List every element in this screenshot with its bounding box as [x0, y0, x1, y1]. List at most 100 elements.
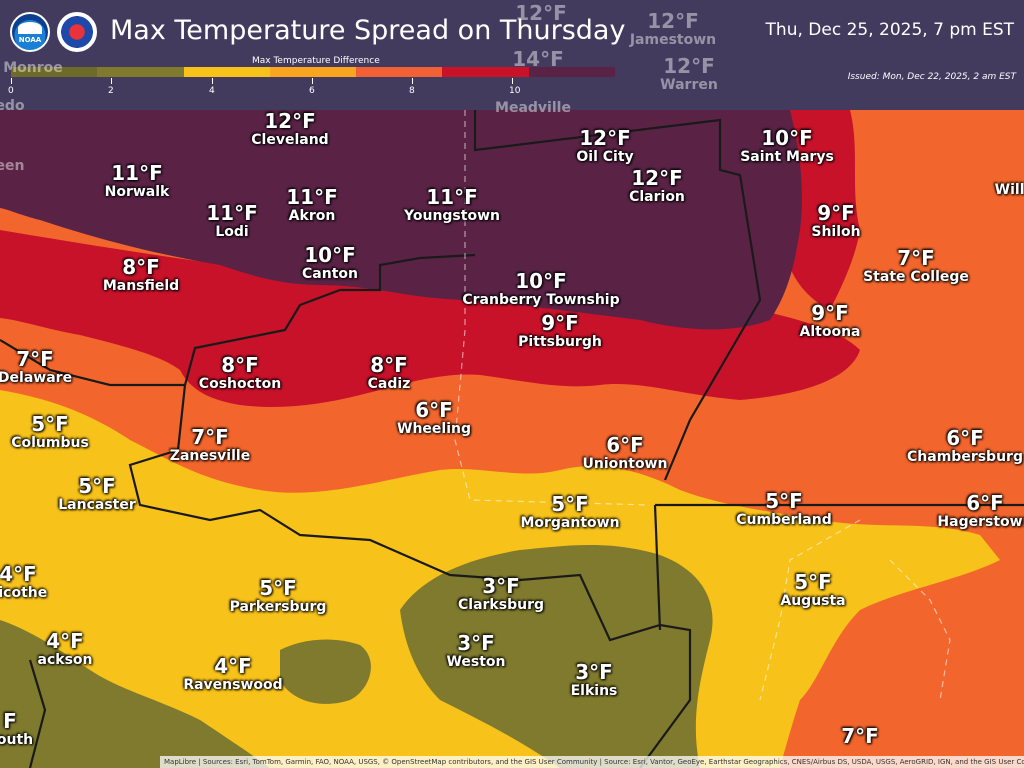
city-label: 6°F Hagerstown — [937, 492, 1024, 530]
city-label: 6°F Chambersburg — [907, 427, 1023, 465]
city-name: Parkersburg — [229, 599, 327, 615]
city-temp-value: 9°F — [541, 311, 579, 335]
city-name: Clarksburg — [458, 597, 544, 613]
city-temp-value: 5°F — [31, 412, 69, 436]
legend-title: Max Temperature Difference — [252, 56, 380, 66]
city-label: 8°F Cadiz — [368, 354, 411, 392]
city-temp-value: 9°F — [811, 301, 849, 325]
city-name: nouth — [0, 732, 34, 748]
city-label: 12°F Cleveland — [251, 110, 328, 148]
city-temp-value: 10°F — [304, 243, 356, 267]
city-temp-value: 11°F — [286, 185, 338, 209]
city-name: Altoona — [799, 324, 861, 340]
city-temp-value: 7°F — [897, 246, 935, 270]
city-label: Meadville — [495, 100, 571, 116]
city-temp-value: 11°F — [426, 185, 478, 209]
city-name: Willi — [994, 182, 1024, 198]
city-label: 6°F Wheeling — [397, 399, 471, 437]
city-label: 11°F Lodi — [206, 202, 258, 240]
legend-tick-label: 2 — [108, 86, 114, 96]
legend-tick-mark — [11, 78, 12, 84]
zone-2-4-central — [400, 545, 713, 768]
city-label: Fnouth — [0, 710, 33, 748]
city-label: 4°F ackson — [38, 630, 93, 668]
legend-tick-mark — [512, 78, 513, 84]
city-label: 4°Fllicothe — [0, 563, 47, 601]
city-name: Weston — [446, 654, 506, 670]
city-name: Akron — [288, 208, 336, 224]
legend-swatch — [442, 67, 529, 77]
zone-10-plus — [0, 110, 802, 330]
city-label: Monroe — [3, 60, 63, 76]
city-name: Cadiz — [367, 376, 411, 392]
city-temp-value: 6°F — [966, 491, 1004, 515]
city-temp-value: 10°F — [515, 269, 567, 293]
city-label: 8°F Mansfield — [103, 256, 179, 294]
city-temp-value: 12°F — [663, 54, 715, 78]
city-temp-value: 8°F — [370, 353, 408, 377]
city-label: 4°F Ravenswood — [183, 655, 282, 693]
city-name: edo — [0, 98, 25, 114]
legend-tick-label: 6 — [309, 86, 315, 96]
city-name: Lodi — [215, 224, 249, 240]
city-temp-value: 3°F — [457, 631, 495, 655]
city-temp-value: 12°F — [579, 126, 631, 150]
city-label: 11°F Norwalk — [105, 162, 170, 200]
city-label: 7°F Zanesville — [170, 426, 250, 464]
noaa-logo-icon: NOAA — [10, 12, 50, 52]
city-name: llicothe — [0, 585, 48, 601]
city-label: 12°F Warren — [660, 55, 718, 93]
city-name: Coshocton — [198, 376, 282, 392]
legend-swatch — [356, 67, 443, 77]
city-label: 5°F Morgantown — [520, 493, 619, 531]
city-name: Shiloh — [811, 224, 861, 240]
city-temp-value: 12°F — [631, 166, 683, 190]
city-name: Columbus — [11, 435, 89, 451]
city-name: Wheeling — [397, 421, 471, 437]
city-temp-value: 7°F — [841, 724, 879, 748]
city-name: Warren — [660, 77, 718, 93]
city-temp-value: 12°F — [264, 109, 316, 133]
legend-tick-label: 8 — [409, 86, 415, 96]
city-name: Cumberland — [736, 512, 832, 528]
legend-tick-mark — [212, 78, 213, 84]
city-name: Hagerstown — [937, 514, 1024, 530]
city-name: Jamestown — [629, 32, 717, 48]
city-temp-value: 3°F — [575, 660, 613, 684]
legend-swatch — [97, 67, 184, 77]
city-label: 9°F Pittsburgh — [518, 312, 602, 350]
legend-tick-mark — [111, 78, 112, 84]
city-name: Augusta — [780, 593, 846, 609]
city-temp-value: F — [3, 709, 17, 733]
city-label: 6°F Uniontown — [583, 434, 668, 472]
noaa-logo-text: NOAA — [18, 36, 42, 44]
city-label: edo — [0, 98, 25, 114]
legend-swatch — [269, 67, 357, 77]
city-name: Canton — [302, 266, 358, 282]
city-label: 5°F Cumberland — [736, 490, 831, 528]
legend-tick-label: 10 — [509, 86, 521, 96]
city-name: Youngstown — [404, 208, 500, 224]
city-label: 5°F Parkersburg — [230, 577, 327, 615]
city-name: Oil City — [576, 149, 634, 165]
city-temp-value: 4°F — [46, 629, 84, 653]
city-temp-value: 12°F — [647, 9, 699, 33]
city-name: Delaware — [0, 370, 73, 386]
legend-color-bar — [11, 67, 615, 77]
city-temp-value: 11°F — [206, 201, 258, 225]
city-label: 8°F Coshocton — [199, 354, 281, 392]
county-lines — [454, 110, 951, 701]
city-temp-value: 10°F — [761, 126, 813, 150]
city-name: Norwalk — [104, 184, 170, 200]
city-temp-value: 6°F — [606, 433, 644, 457]
city-name: Chambersburg — [907, 449, 1023, 465]
city-name: State College — [863, 269, 969, 285]
city-name: Lancaster — [58, 497, 136, 513]
city-label: 12°F Oil City — [576, 127, 633, 165]
city-temp-value: 5°F — [78, 474, 116, 498]
city-temp-value: 5°F — [259, 576, 297, 600]
city-name: Pittsburgh — [518, 334, 602, 350]
city-label: 10°F Cranberry Township — [462, 270, 619, 308]
city-name: Saint Marys — [740, 149, 834, 165]
